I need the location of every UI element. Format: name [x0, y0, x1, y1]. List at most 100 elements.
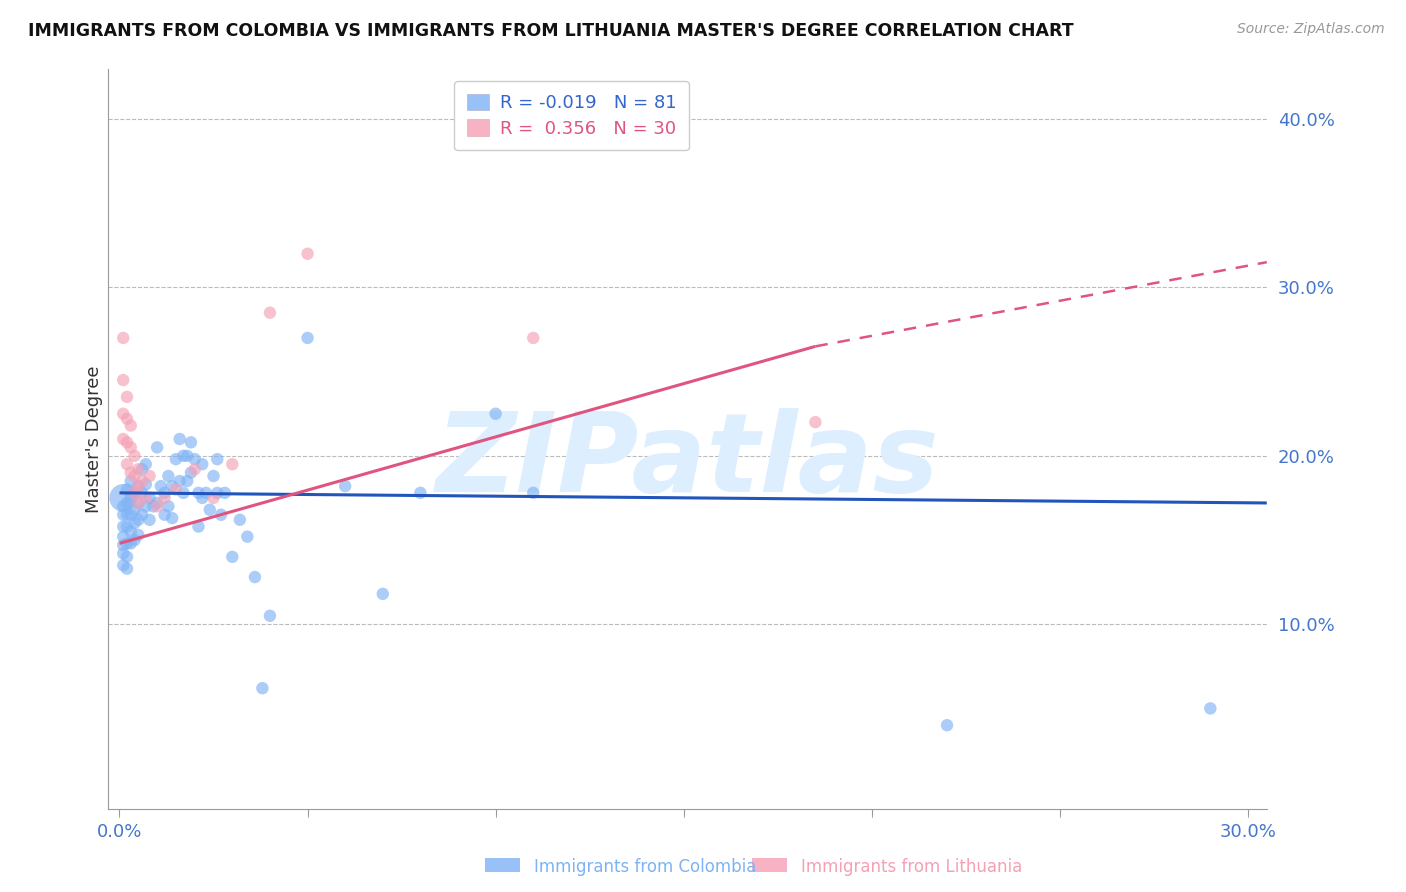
- Point: [138, 469, 160, 483]
- Point: [112, 500, 135, 514]
- Text: Immigrants from Lithuania: Immigrants from Lithuania: [801, 858, 1022, 876]
- Point: [131, 508, 153, 522]
- Point: [127, 496, 149, 510]
- Point: [157, 500, 180, 514]
- Point: [112, 558, 135, 573]
- Point: [124, 449, 146, 463]
- Point: [124, 486, 146, 500]
- Point: [160, 511, 183, 525]
- Point: [127, 479, 149, 493]
- Point: [112, 407, 135, 421]
- Point: [259, 306, 281, 320]
- Point: [131, 462, 153, 476]
- Point: [202, 469, 225, 483]
- Text: Immigrants from Colombia: Immigrants from Colombia: [534, 858, 756, 876]
- Point: [153, 508, 176, 522]
- Point: [124, 469, 146, 483]
- Point: [120, 418, 142, 433]
- Point: [172, 486, 194, 500]
- Point: [120, 508, 142, 522]
- Point: [112, 538, 135, 552]
- Point: [1199, 701, 1222, 715]
- Point: [214, 486, 236, 500]
- Point: [180, 466, 202, 480]
- Text: IMMIGRANTS FROM COLOMBIA VS IMMIGRANTS FROM LITHUANIA MASTER'S DEGREE CORRELATIO: IMMIGRANTS FROM COLOMBIA VS IMMIGRANTS F…: [28, 22, 1074, 40]
- Point: [135, 457, 157, 471]
- Point: [146, 496, 169, 510]
- Point: [146, 500, 169, 514]
- Point: [297, 331, 319, 345]
- Point: [120, 536, 142, 550]
- Point: [169, 474, 191, 488]
- Point: [124, 533, 146, 547]
- Point: [187, 486, 209, 500]
- Point: [120, 466, 142, 480]
- Point: [131, 486, 153, 500]
- Point: [333, 479, 356, 493]
- Point: [409, 486, 432, 500]
- Point: [485, 407, 508, 421]
- Point: [112, 508, 135, 522]
- Point: [804, 415, 827, 429]
- Point: [115, 390, 138, 404]
- Point: [252, 681, 274, 696]
- Point: [207, 452, 229, 467]
- Point: [157, 469, 180, 483]
- Point: [115, 549, 138, 564]
- Point: [112, 373, 135, 387]
- Point: [165, 483, 187, 497]
- Point: [115, 411, 138, 425]
- Point: [176, 449, 198, 463]
- Point: [115, 483, 138, 497]
- Point: [936, 718, 959, 732]
- Point: [127, 462, 149, 476]
- Point: [127, 479, 149, 493]
- Point: [297, 246, 319, 260]
- Point: [522, 331, 544, 345]
- Point: [236, 530, 259, 544]
- Point: [124, 486, 146, 500]
- Text: Source: ZipAtlas.com: Source: ZipAtlas.com: [1237, 22, 1385, 37]
- Point: [160, 479, 183, 493]
- Point: [115, 536, 138, 550]
- Point: [112, 331, 135, 345]
- Point: [127, 513, 149, 527]
- Point: [146, 441, 169, 455]
- Point: [153, 491, 176, 505]
- Point: [176, 474, 198, 488]
- Point: [115, 435, 138, 450]
- Point: [371, 587, 394, 601]
- Point: [142, 500, 165, 514]
- Point: [165, 452, 187, 467]
- Point: [120, 524, 142, 539]
- Point: [207, 486, 229, 500]
- Point: [120, 491, 142, 505]
- Point: [229, 513, 252, 527]
- Point: [127, 528, 149, 542]
- Point: [135, 500, 157, 514]
- Point: [209, 508, 232, 522]
- Point: [138, 513, 160, 527]
- Point: [183, 452, 205, 467]
- Point: [124, 516, 146, 531]
- Point: [149, 479, 172, 493]
- Point: [191, 491, 214, 505]
- Point: [243, 570, 266, 584]
- Point: [180, 435, 202, 450]
- Legend: R = -0.019   N = 81, R =  0.356   N = 30: R = -0.019 N = 81, R = 0.356 N = 30: [454, 81, 689, 150]
- Point: [112, 519, 135, 533]
- Point: [259, 608, 281, 623]
- Point: [138, 491, 160, 505]
- Point: [135, 477, 157, 491]
- Point: [115, 561, 138, 575]
- Text: ZIPatlas: ZIPatlas: [436, 408, 939, 515]
- Point: [131, 474, 153, 488]
- Point: [115, 519, 138, 533]
- Point: [124, 502, 146, 516]
- Point: [191, 457, 214, 471]
- Point: [187, 519, 209, 533]
- Point: [172, 449, 194, 463]
- Point: [112, 432, 135, 446]
- Point: [112, 530, 135, 544]
- Point: [202, 491, 225, 505]
